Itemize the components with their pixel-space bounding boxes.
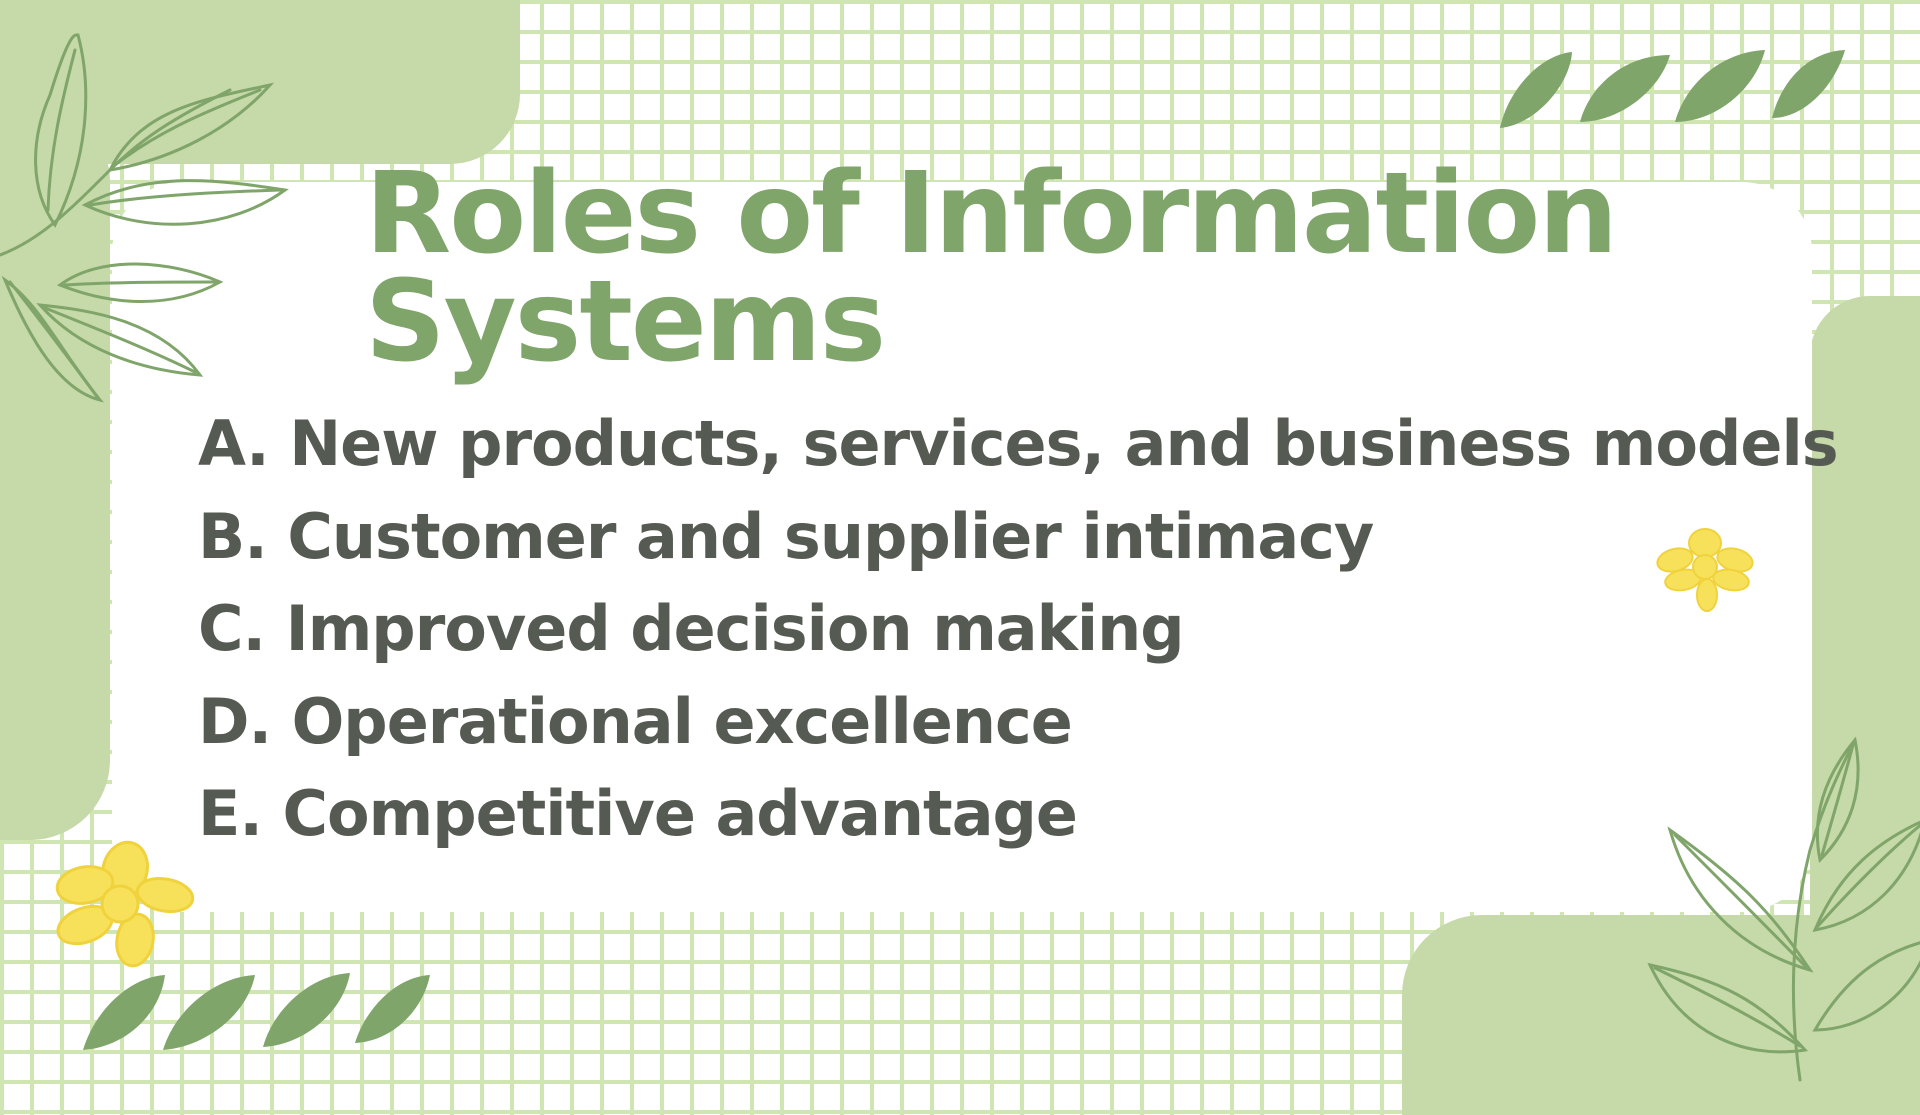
slide-title-line-1: Roles of Information [365, 149, 1618, 279]
flower-icon [1656, 528, 1754, 612]
slide-title-line-2: Systems [365, 257, 886, 387]
leaf-stroke-icon [83, 973, 430, 1050]
slide-title: Roles of Information Systems [365, 149, 1665, 387]
list-item: C. Improved decision making [198, 592, 1185, 665]
list-item: A. New products, services, and business … [198, 407, 1839, 480]
left-blob [0, 120, 110, 840]
roles-list: A. New products, services, and business … [198, 398, 1839, 861]
leaf-stroke-icon [1500, 50, 1845, 128]
leaf-branch-icon [1647, 736, 1920, 1082]
leaf-branch-icon [0, 33, 289, 403]
list-item: E. Competitive advantage [198, 777, 1078, 850]
flower-icon [55, 840, 195, 968]
list-item: B. Customer and supplier intimacy [198, 499, 1374, 573]
list-item: D. Operational excellence [198, 684, 1073, 758]
content-card [112, 182, 1812, 912]
